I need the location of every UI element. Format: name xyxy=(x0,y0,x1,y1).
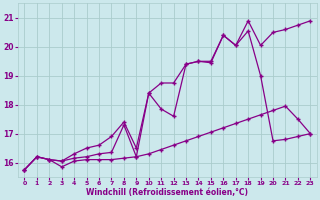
X-axis label: Windchill (Refroidissement éolien,°C): Windchill (Refroidissement éolien,°C) xyxy=(86,188,248,197)
